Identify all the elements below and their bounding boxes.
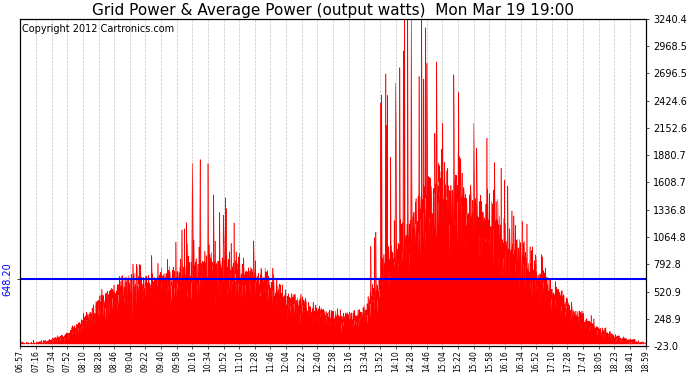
Text: Copyright 2012 Cartronics.com: Copyright 2012 Cartronics.com (21, 24, 174, 34)
Title: Grid Power & Average Power (output watts)  Mon Mar 19 19:00: Grid Power & Average Power (output watts… (92, 3, 574, 18)
